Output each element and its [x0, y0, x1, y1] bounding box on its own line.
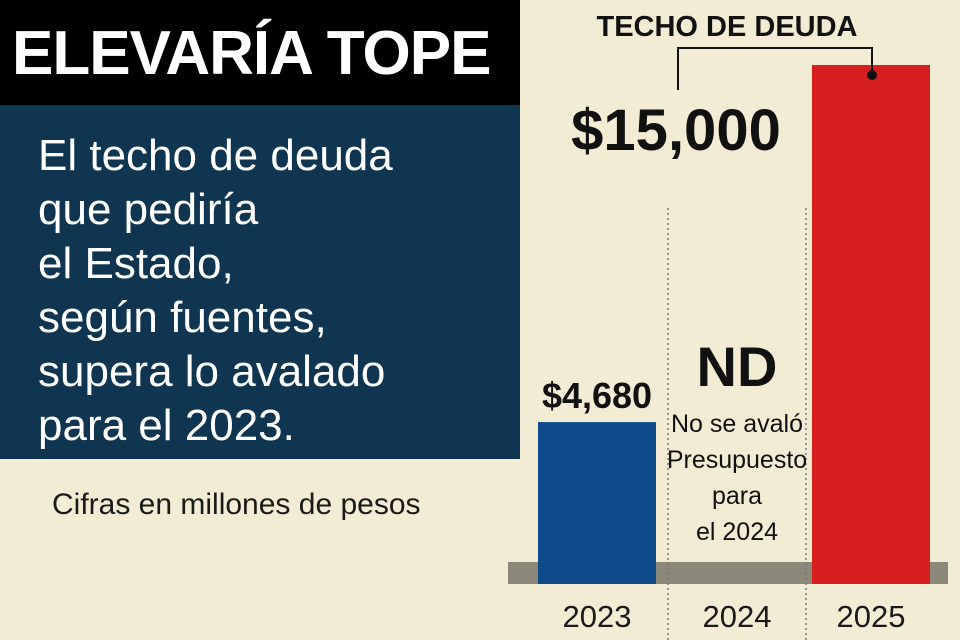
description-line: para el 2023.: [38, 401, 295, 450]
description-line: supera lo avalado: [38, 347, 386, 396]
value-label-2024: ND: [697, 335, 778, 398]
x-tick-label: 2023: [563, 599, 632, 634]
bar-2023: [538, 422, 656, 584]
na-note-line: para: [712, 482, 762, 510]
value-label-2025: $15,000: [571, 98, 781, 163]
description-line: El techo de deuda: [38, 131, 393, 180]
value-label-2023: $4,680: [542, 375, 652, 416]
annotation-leader-line: [677, 47, 873, 90]
x-tick-label: 2024: [703, 599, 772, 634]
bar-2025: [812, 65, 930, 584]
annotation-dot: [867, 70, 877, 80]
annotation-label: TECHO DE DEUDA: [596, 11, 857, 43]
x-tick-label: 2025: [837, 599, 906, 634]
description-line: el Estado,: [38, 239, 234, 288]
units-note: Cifras en millones de pesos: [52, 488, 421, 521]
page-title: ELEVARÍA TOPE: [12, 19, 491, 88]
description-text: El techo de deuda que pediría el Estado,…: [38, 129, 508, 453]
na-note-line: el 2024: [696, 518, 778, 546]
na-note-line: Presupuesto: [667, 446, 807, 474]
description-box: El techo de deuda que pediría el Estado,…: [0, 105, 520, 459]
na-note-line: No se avaló: [671, 410, 803, 438]
title-bar: ELEVARÍA TOPE: [0, 0, 520, 105]
description-line: que pediría: [38, 185, 259, 234]
description-line: según fuentes,: [38, 293, 327, 342]
